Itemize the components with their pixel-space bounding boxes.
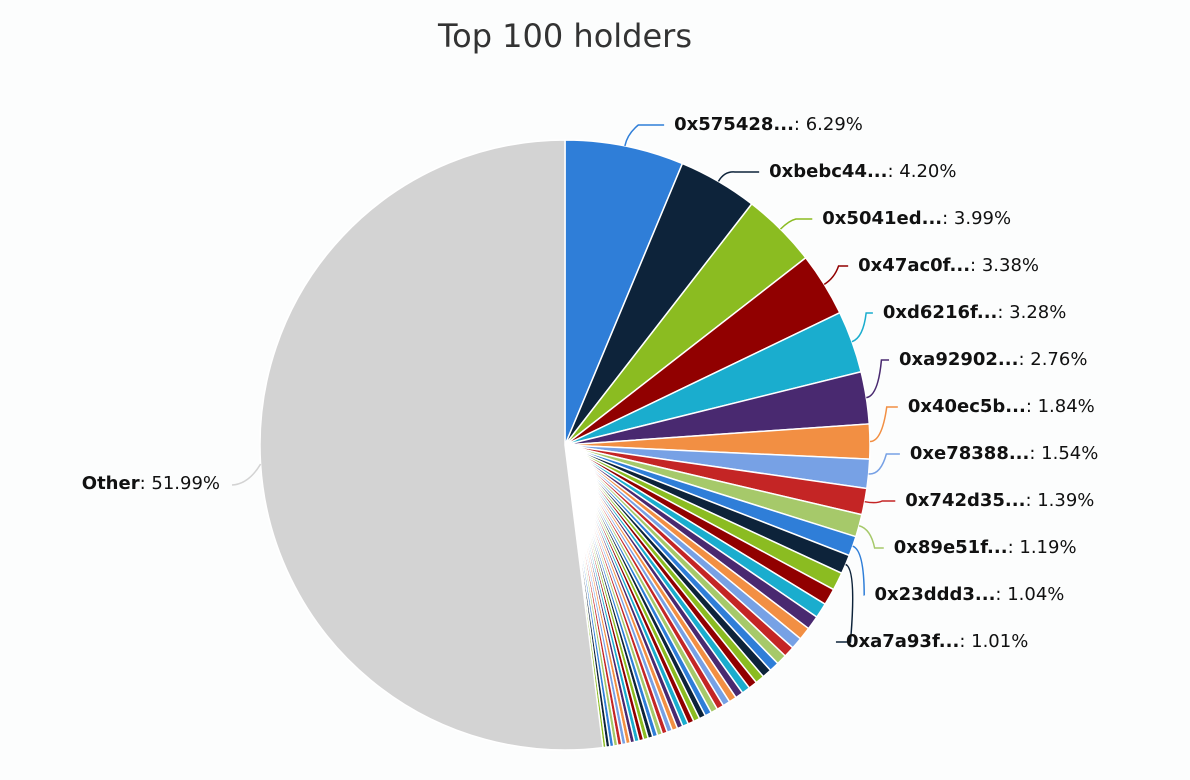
label-connector — [823, 265, 849, 285]
label-value: : 1.84% — [1026, 396, 1095, 417]
data-label: 0xa92902...: 2.76% — [899, 349, 1087, 370]
label-value: : 1.04% — [995, 584, 1064, 605]
label-name: 0x89e51f... — [894, 537, 1008, 558]
label-name: 0xa7a93f... — [846, 631, 959, 652]
label-connector — [835, 563, 854, 643]
data-label: 0xd6216f...: 3.28% — [883, 302, 1066, 323]
label-connector — [624, 124, 665, 147]
label-value: : 2.76% — [1018, 349, 1087, 370]
label-name: 0x575428... — [674, 114, 794, 135]
label-connector — [231, 463, 262, 486]
label-name: 0xd6216f... — [883, 302, 997, 323]
label-connector — [868, 453, 900, 475]
data-label: 0x40ec5b...: 1.84% — [908, 396, 1095, 417]
label-value: : 1.01% — [959, 631, 1028, 652]
label-value: : 1.39% — [1025, 490, 1094, 511]
label-name: 0x742d35... — [905, 490, 1025, 511]
label-name: 0xbebc44... — [769, 161, 887, 182]
data-label: 0xbebc44...: 4.20% — [769, 161, 956, 182]
label-name: 0x23ddd3... — [875, 584, 996, 605]
label-value: : 4.20% — [888, 161, 957, 182]
data-label: 0x23ddd3...: 1.04% — [875, 584, 1065, 605]
label-value: : 3.99% — [942, 208, 1011, 229]
label-name: 0xa92902... — [899, 349, 1018, 370]
data-label: 0x742d35...: 1.39% — [905, 490, 1094, 511]
data-label: 0x47ac0f...: 3.38% — [858, 255, 1039, 276]
data-label: 0x89e51f...: 1.19% — [894, 537, 1077, 558]
data-label: 0x575428...: 6.29% — [674, 114, 863, 135]
label-connector — [866, 359, 890, 399]
pie-slice — [564, 139, 684, 446]
label-name: 0xe78388... — [910, 443, 1029, 464]
data-label: 0x5041ed...: 3.99% — [822, 208, 1011, 229]
label-connector — [851, 312, 873, 343]
label-connector — [717, 171, 760, 182]
label-connector — [869, 406, 898, 443]
data-label: 0xe78388...: 1.54% — [910, 443, 1098, 464]
label-value: : 1.19% — [1008, 537, 1077, 558]
label-value: : 51.99% — [140, 473, 220, 494]
label-value: : 6.29% — [794, 114, 863, 135]
label-connector — [858, 525, 884, 549]
label-value: : 1.54% — [1029, 443, 1098, 464]
label-value: : 3.28% — [997, 302, 1066, 323]
chart-title: Top 100 holders — [437, 17, 692, 55]
pie-slice — [259, 139, 604, 751]
label-name: 0x5041ed... — [822, 208, 942, 229]
data-label: 0xa7a93f...: 1.01% — [846, 631, 1028, 652]
label-name: 0x47ac0f... — [858, 255, 970, 276]
label-connector — [864, 500, 896, 504]
data-label: Other: 51.99% — [82, 473, 220, 494]
label-connector — [779, 218, 813, 230]
label-name: Other — [82, 473, 140, 494]
label-connector — [852, 545, 865, 596]
label-name: 0x40ec5b... — [908, 396, 1026, 417]
label-value: : 3.38% — [970, 255, 1039, 276]
